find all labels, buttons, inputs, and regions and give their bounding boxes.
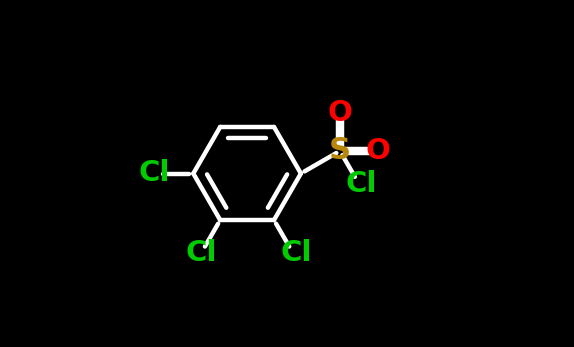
Text: Cl: Cl (139, 159, 170, 187)
Text: Cl: Cl (185, 239, 217, 267)
Text: O: O (366, 137, 390, 165)
Text: S: S (329, 136, 351, 166)
Text: Cl: Cl (281, 239, 312, 267)
Text: O: O (328, 100, 352, 127)
Text: Cl: Cl (345, 170, 377, 198)
